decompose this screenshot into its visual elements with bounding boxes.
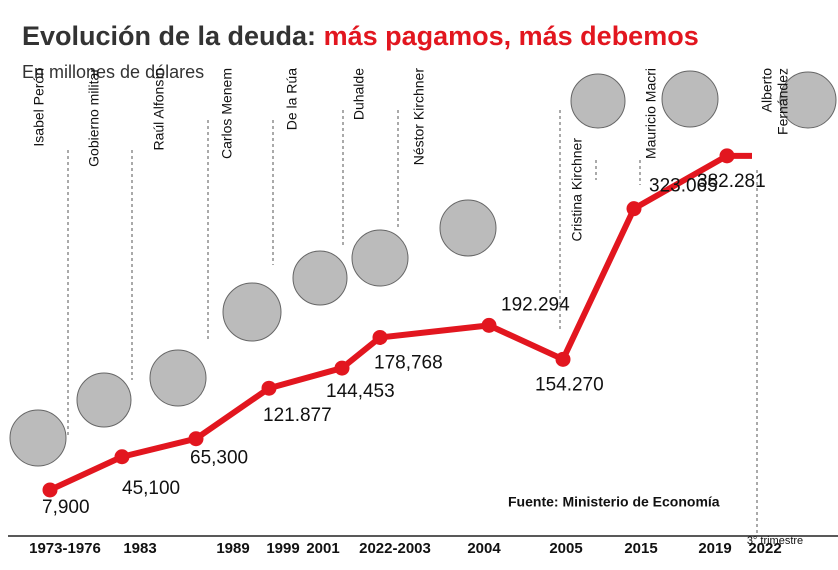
category-note: 3° trimestre: [747, 535, 803, 547]
president-name: Alberto: [759, 68, 775, 113]
president-name: Fernández: [775, 68, 791, 135]
data-label: 154.270: [535, 374, 604, 395]
portrait: [150, 350, 206, 406]
president-name: Gobierno militar: [86, 68, 102, 167]
x-tick-label: 2004: [467, 540, 501, 557]
data-point: [482, 318, 497, 333]
x-tick-label: 1989: [216, 540, 249, 557]
portrait: [571, 74, 625, 128]
president-name: Isabel Perón: [31, 68, 47, 147]
portrait: [77, 373, 131, 427]
portrait: [440, 200, 496, 256]
portrait: [352, 230, 408, 286]
portrait: [223, 283, 281, 341]
chart-title: Evolución de la deuda: más pagamos, más …: [22, 21, 699, 51]
data-point: [189, 431, 204, 446]
president-name: Mauricio Macri: [643, 68, 659, 159]
data-label: 192.294: [501, 294, 570, 315]
data-label: 45,100: [122, 478, 180, 499]
portrait: [293, 251, 347, 305]
data-point: [556, 352, 571, 367]
data-label: 144,453: [326, 381, 395, 402]
data-point: [627, 201, 642, 216]
data-point: [373, 330, 388, 345]
subtitle: En millones de dólares: [22, 62, 204, 82]
x-tick-label: 1999: [266, 540, 299, 557]
president-name: Raúl Alfonsín: [151, 68, 167, 151]
president-name: Carlos Menem: [219, 68, 235, 159]
data-label: 382.281: [697, 171, 766, 192]
data-point: [335, 361, 350, 376]
data-label: 178,768: [374, 352, 443, 373]
data-label: 65,300: [190, 448, 248, 469]
president-name: Néstor Kirchner: [411, 68, 427, 166]
president-name: Duhalde: [351, 68, 367, 120]
source: Fuente: Ministerio de Economía: [508, 494, 720, 510]
chart: Evolución de la deuda: más pagamos, más …: [0, 0, 838, 570]
x-tick-label: 1973-1976: [29, 540, 101, 557]
x-tick-label: 2019: [698, 540, 731, 557]
portrait: [10, 410, 66, 466]
x-tick-label: 1983: [123, 540, 156, 557]
data-point: [720, 148, 735, 163]
portrait: [662, 71, 718, 127]
data-label: 7,900: [42, 497, 90, 518]
data-point: [43, 482, 58, 497]
x-tick-label: 2005: [549, 540, 582, 557]
x-tick-label: 2022-2003: [359, 540, 431, 557]
data-label: 121.877: [263, 405, 332, 426]
data-point: [115, 449, 130, 464]
x-tick-label: 2015: [624, 540, 657, 557]
title-emphasis: más pagamos, más debemos: [324, 21, 699, 51]
x-tick-label: 2001: [306, 540, 339, 557]
president-name: De la Rúa: [284, 68, 300, 130]
data-point: [262, 381, 277, 396]
title-main: Evolución de la deuda:: [22, 21, 316, 51]
president-name: Cristina Kirchner: [569, 138, 585, 242]
